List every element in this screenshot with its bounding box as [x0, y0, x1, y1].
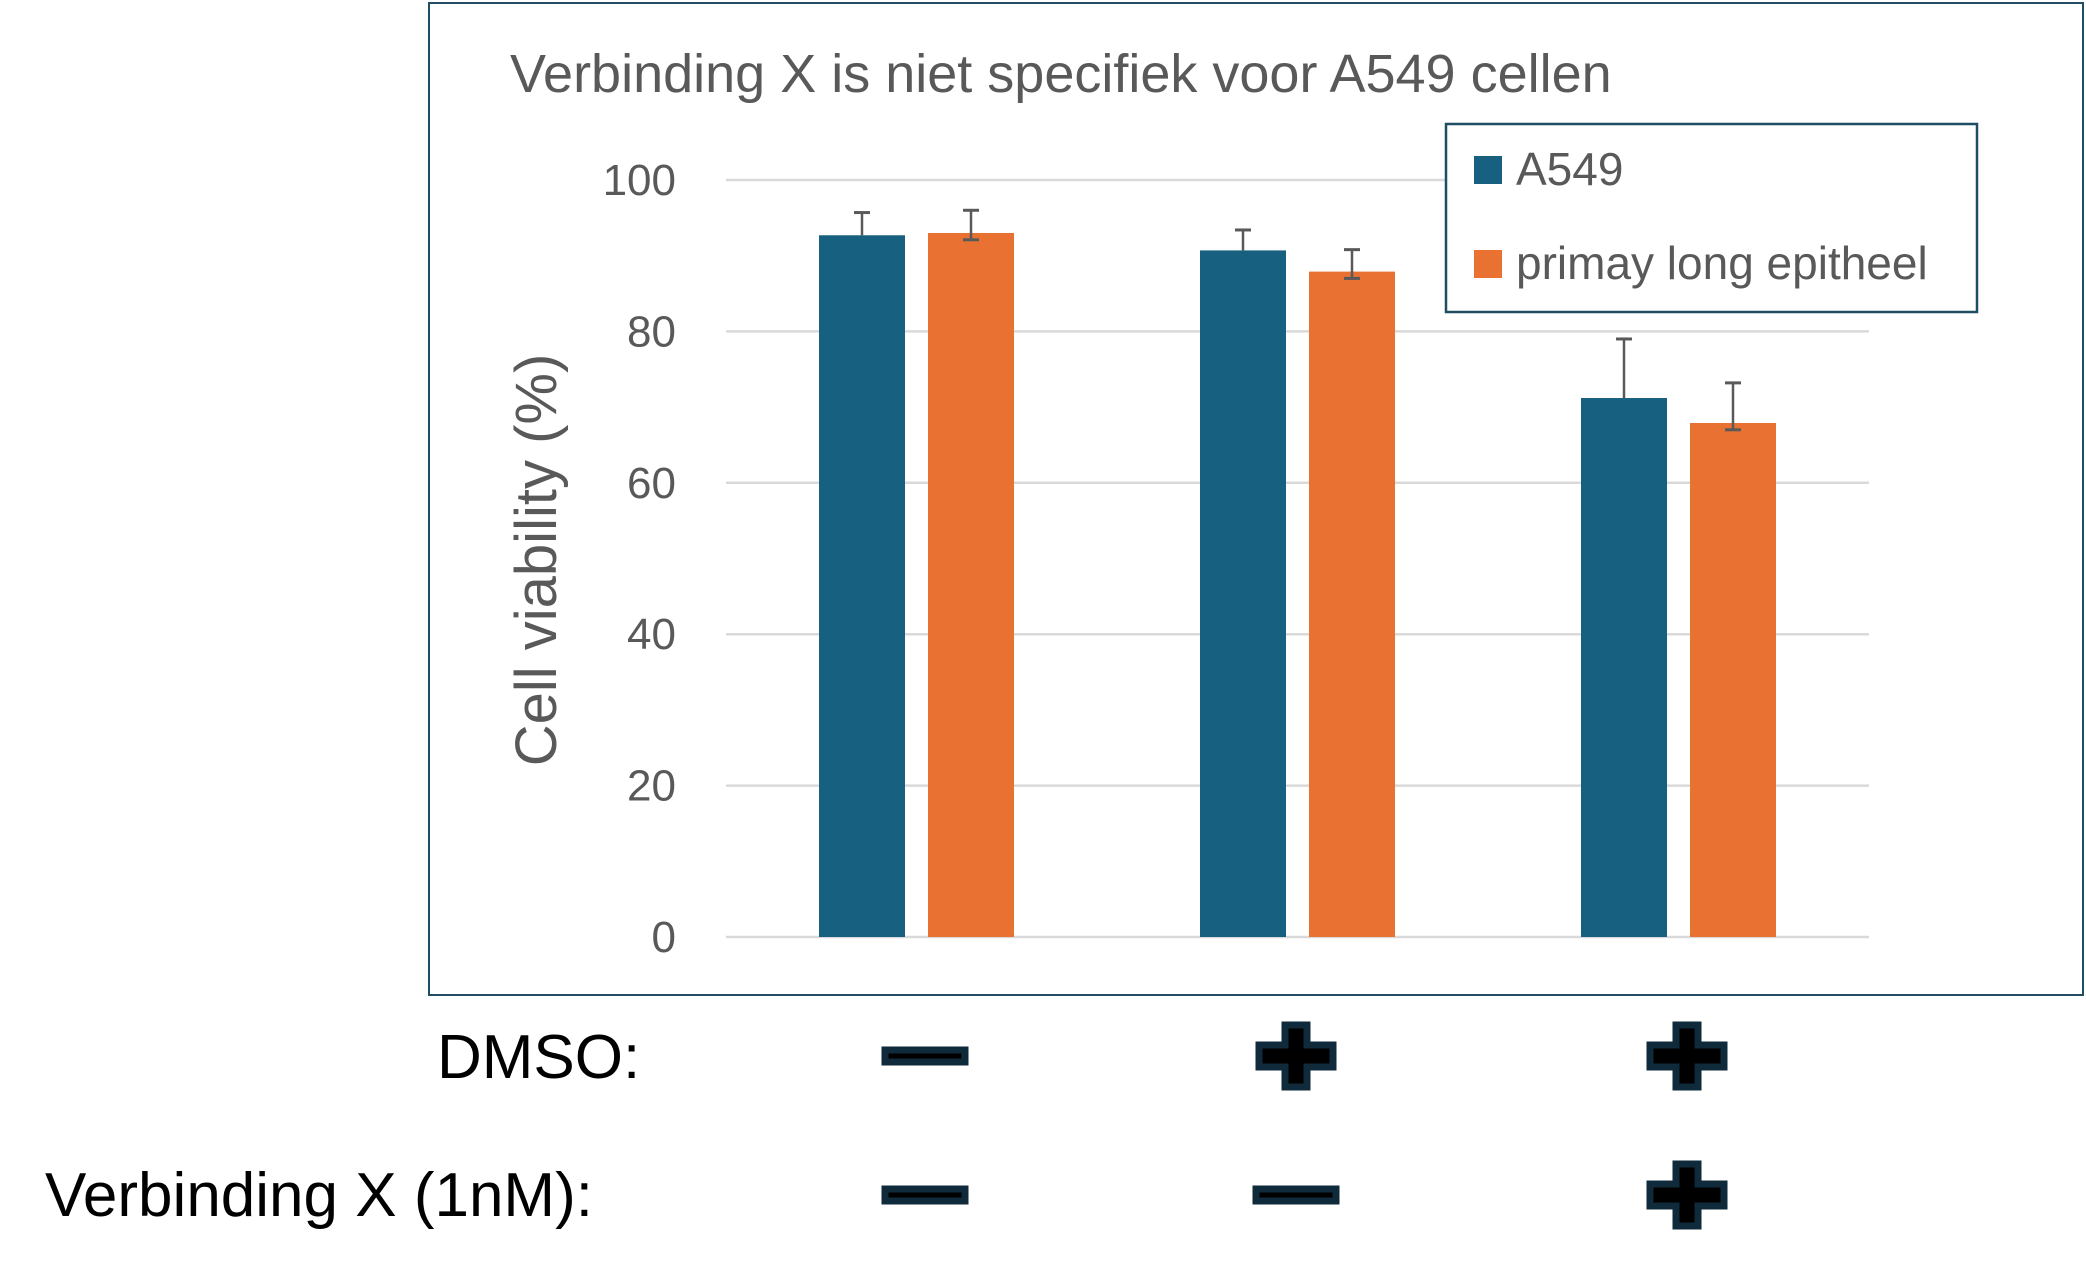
condition-label-verbinding: Verbinding X (1nM):	[45, 1161, 593, 1230]
bar-a549-1	[1200, 250, 1286, 937]
minus-icon	[881, 1046, 969, 1066]
plus-icon	[1646, 1021, 1728, 1091]
legend-swatch-a549	[1474, 156, 1502, 184]
y-tick-label: 100	[603, 156, 676, 205]
plus-icon	[1646, 1160, 1728, 1230]
plus-icon	[1255, 1021, 1337, 1091]
bar-primay-1	[1309, 271, 1395, 937]
legend-swatch-primay	[1474, 250, 1502, 278]
legend-box	[1444, 122, 1979, 314]
bar-a549-0	[819, 235, 905, 938]
condition-label-dmso: DMSO:	[437, 1023, 640, 1092]
y-tick-label: 80	[627, 307, 676, 356]
y-axis-label: Cell viability (%)	[504, 354, 569, 767]
minus-icon	[881, 1185, 969, 1205]
y-tick-label: 60	[627, 459, 676, 508]
legend-label-a549: A549	[1516, 143, 1623, 195]
bar-a549-2	[1581, 398, 1667, 937]
y-tick-label: 0	[652, 913, 676, 962]
legend-label-primay: primay long epitheel	[1516, 237, 1928, 289]
y-tick-label: 20	[627, 762, 676, 811]
bar-primay-2	[1690, 422, 1776, 937]
legend: A549 primay long epitheel	[1444, 122, 1979, 314]
minus-icon	[1252, 1185, 1340, 1205]
bar-primay-0	[928, 232, 1014, 938]
chart-title: Verbinding X is niet specifiek voor A549…	[510, 44, 1612, 104]
y-tick-label: 40	[627, 610, 676, 659]
